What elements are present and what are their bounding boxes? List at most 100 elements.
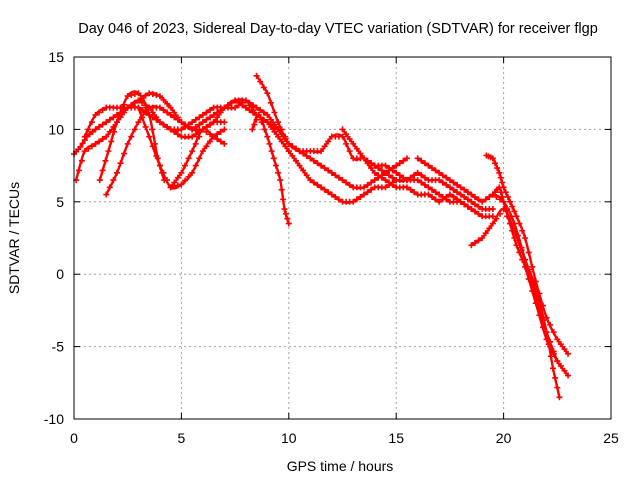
data-point [203,116,210,123]
data-point [278,138,285,145]
data-point [502,206,509,213]
y-tick-label: -5 [52,339,65,355]
data-point [196,114,203,121]
data-point [489,213,496,220]
data-point [99,167,106,174]
data-point [346,181,353,188]
data-point [310,179,317,186]
data-point [516,249,523,256]
data-point [199,119,206,126]
data-point [446,191,453,198]
data-point [321,186,328,193]
data-point [421,174,428,181]
series-sat-p [468,206,563,401]
series-line [251,113,290,225]
data-point [382,162,389,169]
data-point [475,203,482,210]
data-point [386,179,393,186]
data-point [210,119,217,126]
data-point [303,172,310,179]
data-point [525,249,532,256]
data-point [285,140,292,147]
data-point [471,208,478,215]
data-point [511,235,518,241]
data-point [99,136,106,143]
x-tick-label: 5 [178,430,186,446]
data-point [457,191,464,198]
data-point [92,126,99,133]
data-point [471,239,478,246]
data-point [156,93,163,100]
data-point [554,336,561,343]
data-point [314,160,321,167]
data-point [496,169,503,176]
data-point [156,119,163,126]
data-point [250,109,256,116]
data-point [554,384,561,391]
data-point [382,177,389,184]
data-point [475,196,482,203]
x-tick-label: 25 [603,430,619,446]
data-point [96,123,103,130]
data-point [504,193,511,200]
data-point [199,111,206,118]
data-point [106,184,113,191]
data-point [425,162,432,169]
data-point [497,174,504,181]
data-point [360,184,367,191]
data-point [221,119,228,126]
data-point [192,116,199,123]
data-point [253,104,260,111]
data-point [482,196,489,203]
data-point [224,102,231,109]
x-tick-label: 15 [388,430,404,446]
data-point [547,321,554,328]
data-point [318,162,325,169]
data-point [281,206,288,213]
data-point [432,189,439,196]
grid-lines [74,57,611,419]
data-point [160,169,167,176]
data-point [164,100,171,107]
data-point [461,186,468,193]
data-point [418,157,425,164]
data-point [153,116,160,123]
data-point [565,350,572,357]
data-point [264,119,271,126]
data-point [386,172,393,179]
data-point [492,160,499,167]
data-point [78,157,85,164]
data-point [547,343,554,350]
data-point [264,90,271,97]
data-point [149,91,156,98]
data-point [282,143,289,150]
series-sat-l [339,126,475,213]
data-point [185,123,192,130]
data-point [464,203,471,210]
data-point [513,213,520,220]
data-point [343,140,350,147]
data-point [285,148,292,155]
data-point [196,155,203,162]
data-point [102,157,109,164]
data-point [554,358,561,365]
data-point [103,133,110,140]
data-point [242,97,249,104]
data-point [267,121,274,128]
data-point [124,140,131,147]
data-point [253,72,260,79]
data-point [318,148,325,155]
data-point [246,107,253,114]
data-point [502,189,509,196]
data-point [418,179,425,186]
data-point [207,131,214,138]
data-point [113,119,120,126]
data-point [217,138,224,145]
data-point [111,128,118,135]
data-point [425,191,432,198]
data-point [121,101,128,108]
series-sat-i [249,111,292,227]
data-point [443,181,450,188]
data-point [371,169,378,176]
data-point [497,210,504,217]
